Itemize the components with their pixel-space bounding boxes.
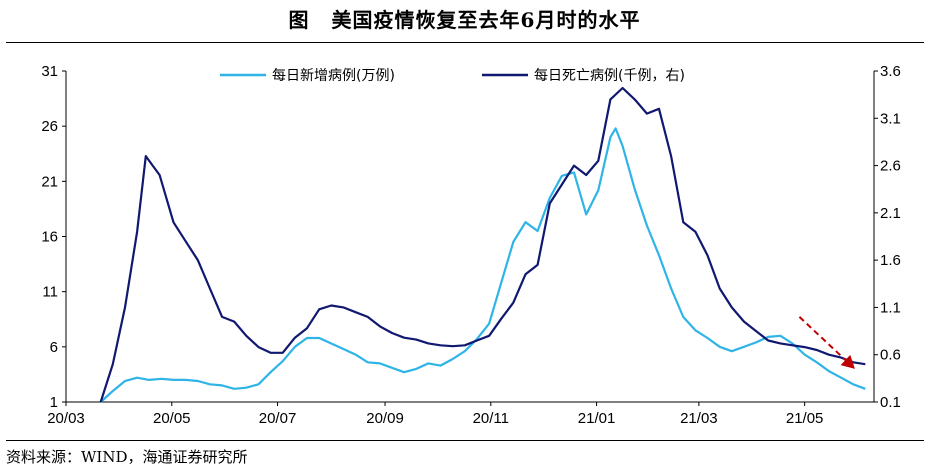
line-chart: 1611162126310.10.61.11.62.12.63.13.620/0… [41,63,901,427]
y-right-tick-label: 1.1 [880,299,901,316]
chart-title: 图美国疫情恢复至去年6月时的水平 [0,0,929,42]
annotation-arrow-shaft [798,316,847,361]
y-right-tick-label: 0.1 [880,394,901,411]
y-left-tick-label: 11 [42,284,58,301]
y-left-tick-label: 6 [50,339,58,356]
x-tick-label: 20/05 [153,410,191,427]
y-left-tick-label: 26 [41,118,58,135]
x-tick-label: 21/01 [578,410,616,427]
title-text: 美国疫情恢复至去年6月时的水平 [331,8,641,32]
source-rule [6,440,924,441]
y-right-tick-label: 0.6 [880,347,901,364]
legend-label-new-cases: 每日新增病例(万例) [272,68,395,84]
x-tick-label: 21/05 [786,410,824,427]
y-left-tick-label: 31 [41,63,58,80]
y-right-tick-label: 2.6 [880,158,901,175]
y-right-tick-label: 1.6 [880,252,901,269]
y-left-tick-label: 16 [41,229,58,246]
y-right-tick-label: 2.1 [880,205,901,222]
x-tick-label: 20/07 [259,410,297,427]
x-tick-label: 20/09 [366,410,404,427]
y-left-tick-label: 1 [50,394,58,411]
x-tick-label: 20/11 [473,410,509,427]
y-right-tick-label: 3.1 [880,110,901,127]
legend-label-deaths: 每日死亡病例(千例，右) [534,68,685,84]
title-rule [6,42,924,43]
y-left-tick-label: 21 [41,173,58,190]
annotation-arrow-head [840,354,855,369]
source-note: 资料来源：WIND，海通证券研究所 [6,448,248,466]
figure-label: 图 [288,8,310,32]
series-line-deaths [99,86,866,403]
x-tick-label: 20/03 [47,410,85,427]
series-line-new-cases [99,127,866,403]
x-tick-label: 21/03 [680,410,718,427]
y-right-tick-label: 3.6 [880,63,901,80]
